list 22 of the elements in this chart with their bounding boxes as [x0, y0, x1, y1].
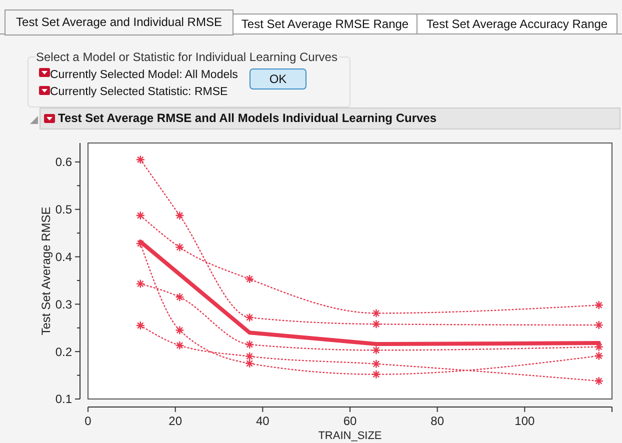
text: Select a Model or Statistic for Individual Learning Curves — [36, 50, 338, 64]
text: Test Set Average and Individual RMSE — [16, 15, 222, 29]
text: Currently Selected Model: All Models — [50, 69, 238, 81]
text: Test Set Average Accuracy Range — [426, 17, 608, 31]
x-tick-label: 40 — [256, 414, 270, 428]
y-axis-title: Test Set Average RMSE — [39, 206, 53, 336]
x-tick-label: 80 — [430, 414, 444, 428]
text: OK — [269, 72, 287, 86]
x-tick-label: 100 — [514, 414, 535, 428]
y-tick-label: 0.1 — [55, 392, 72, 406]
x-tick-label: 0 — [84, 414, 92, 428]
x-tick-label: 20 — [168, 414, 182, 428]
x-axis-title: TRAIN_SIZE — [318, 430, 382, 442]
y-tick-label: 0.2 — [55, 344, 72, 359]
y-tick-label: 0.4 — [55, 250, 72, 264]
x-tick-label: 60 — [343, 414, 357, 428]
y-tick-label: 0.6 — [55, 155, 72, 170]
y-tick-label: 0.3 — [55, 297, 72, 312]
chart-title: Test Set Average RMSE and All Models Individual Learning Curves — [58, 111, 437, 125]
text: Test Set Average RMSE Range — [241, 17, 409, 31]
text: Currently Selected Statistic: RMSE — [50, 86, 228, 98]
y-tick-label: 0.5 — [55, 202, 72, 217]
